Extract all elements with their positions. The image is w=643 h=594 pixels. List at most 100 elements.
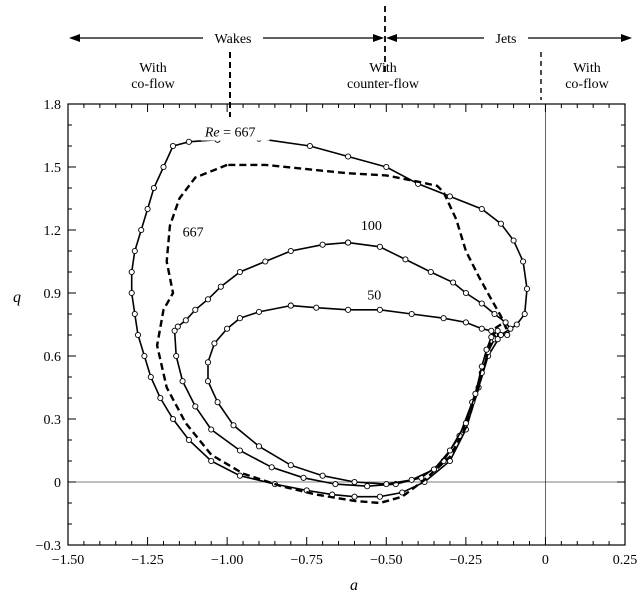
data-point [376,493,383,500]
data-point [427,268,434,276]
curve-label-bg [363,285,387,304]
data-point [211,340,218,347]
data-point [478,205,485,213]
ticks: −1.50 −1.25 −1.00 −0.75 −0.50 −0.25 0 0.25 −0.3 0… [36,98,638,568]
data-point [497,220,504,227]
curve-label-bg [200,122,270,141]
y-tick-label: −0.3 [36,539,61,554]
curve-label: 50 [367,288,381,303]
data-point [408,310,415,318]
y-tick-label: 0.6 [44,350,62,365]
data-point [313,304,320,311]
data-point [144,205,151,213]
region-annotations: Wakes Jets With co-flow With counter-flo… [69,6,632,117]
y-tick-label: 0 [54,476,61,491]
data-point [157,394,164,402]
data-point [478,300,485,307]
x-tick-label: −1.50 [52,553,84,568]
x-tick-label: −0.25 [450,553,482,568]
data-point [345,153,352,160]
wakes-label: Wakes [215,32,252,47]
data-point [169,142,177,150]
data-point [171,327,178,334]
jets-arrow-right-head [621,34,632,42]
data-point [376,243,383,250]
jets-label-bg [484,28,528,48]
x-tick-label: 0 [542,553,549,568]
data-point [383,163,390,171]
data-point [319,241,326,248]
y-tick-label: 0.9 [44,287,62,302]
data-point [255,443,263,450]
data-point [236,472,243,479]
data-point [141,352,148,360]
data-point [214,399,221,406]
data-point [287,247,294,255]
data-point [208,457,215,465]
data-point [478,325,485,332]
x-tick-label: 0.25 [613,553,638,568]
data-point [185,436,192,444]
data-point [230,422,237,429]
data-point [351,478,358,486]
data-point [185,138,192,145]
data-point [408,476,415,483]
wakes-arrow-left-head [69,34,80,42]
data-point [174,323,181,330]
data-point [134,331,142,339]
counterflow-line2: counter-flow [347,77,420,92]
data-point [504,331,511,339]
y-tick-label: 1.8 [44,98,62,113]
data-point [483,346,490,353]
data-point [450,279,457,286]
data-point [192,403,199,410]
data-point [169,415,177,423]
x-tick-label: −0.75 [291,553,323,568]
data-point [399,489,406,496]
data-point [147,373,154,381]
counterflow-line1: With [369,61,396,76]
curve-labels: Re = 667 667 100 50 [178,122,388,304]
curve-label: Re = 667 [204,126,256,141]
x-tick-label: −1.25 [131,553,163,568]
data-point [521,310,528,318]
data-point [128,268,135,276]
data-point [128,289,135,297]
y-tick-label: 1.2 [44,224,62,239]
curve-label-bg [356,216,388,234]
data-point [160,163,167,171]
data-point [351,493,358,500]
data-point [440,315,447,322]
data-point [306,142,313,150]
data-point [345,306,352,313]
left-coflow-line2: co-flow [131,77,175,92]
data-point [236,447,243,454]
data-point [502,319,509,326]
data-point [364,483,371,490]
curve-label-bg [178,222,210,241]
left-coflow-line1: With [139,61,166,76]
data-point [204,359,212,366]
data-point [173,352,180,360]
x-tick-label: −0.50 [370,553,402,568]
data-point [150,184,157,192]
data-point [523,285,531,292]
data-point [383,481,390,488]
curve-label: 667 [183,225,204,240]
data-point [472,390,479,397]
jets-arrow-left-head [386,34,397,42]
data-point [131,310,138,318]
data-point [462,319,469,326]
data-point [430,466,438,473]
data-point [268,464,275,471]
wakes-arrow-right-head [373,34,384,42]
data-point [446,447,453,454]
data-point [488,327,495,334]
jets-label: Jets [496,32,517,47]
data-point [507,325,514,332]
x-axis-title: a [350,577,358,594]
data-point [319,472,326,479]
y-tick-label: 0.3 [44,413,62,428]
data-point [179,378,186,385]
data-point [236,268,243,276]
